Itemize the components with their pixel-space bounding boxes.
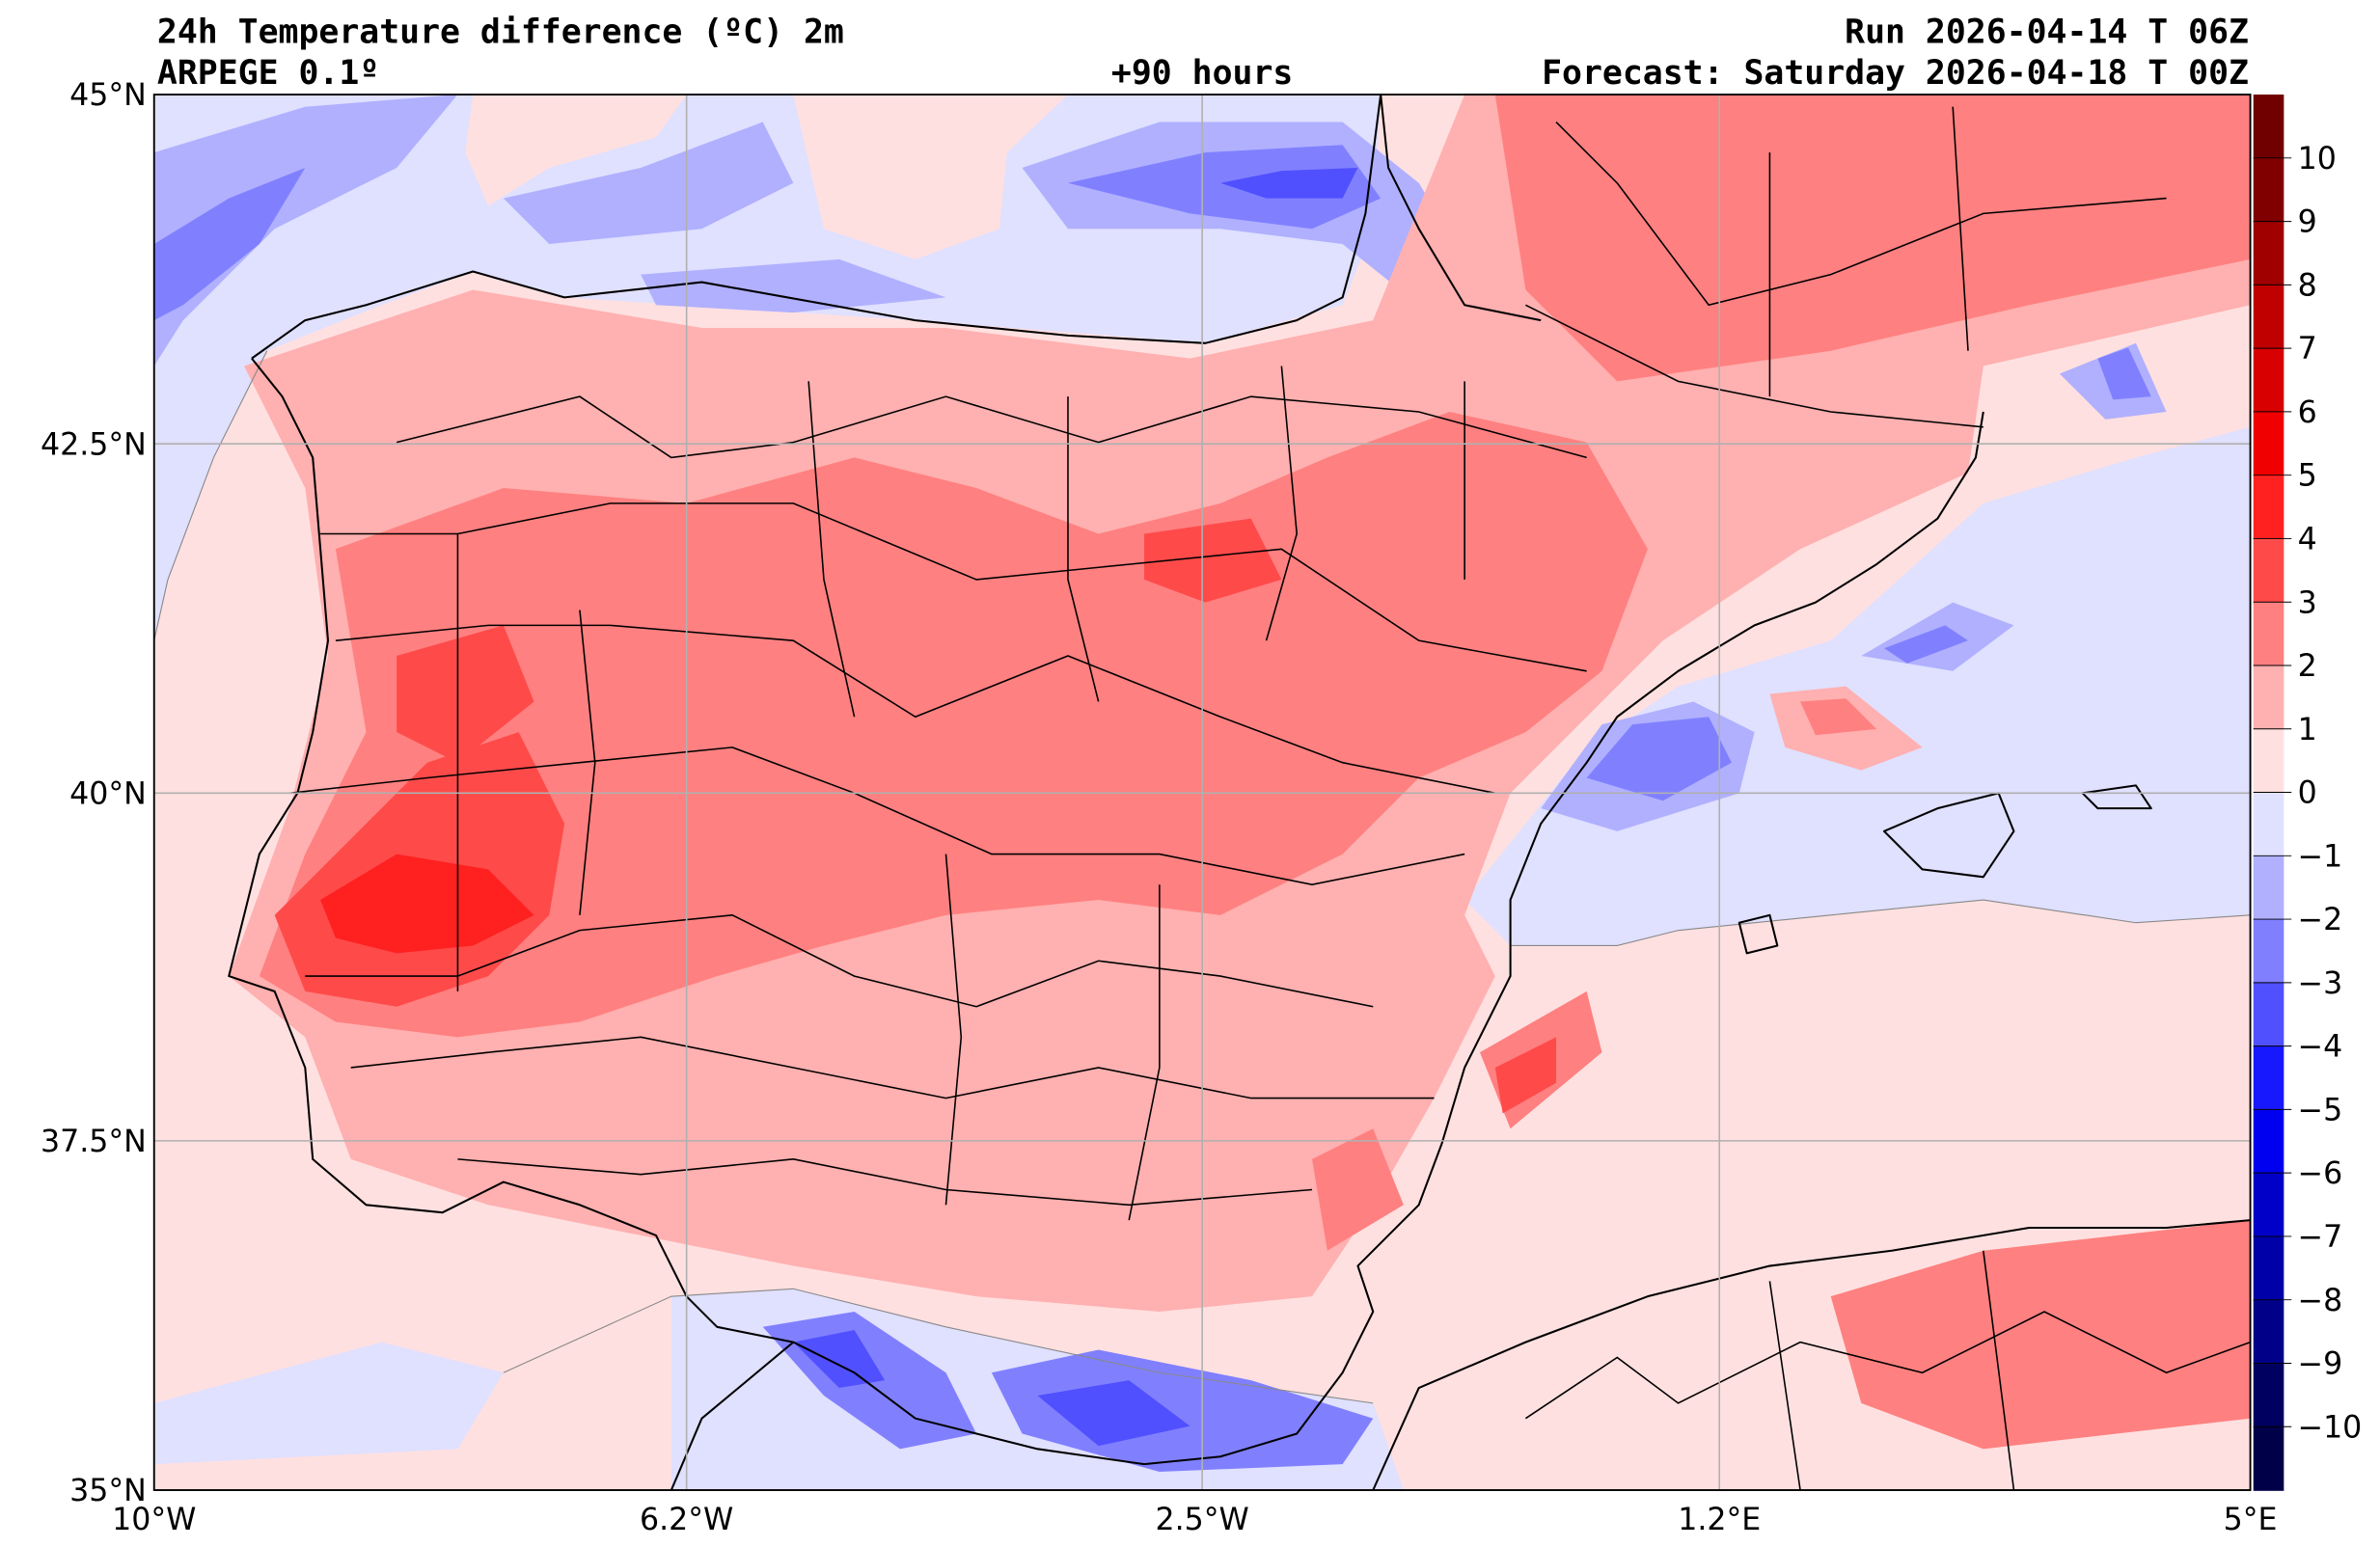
colorbar-swatch bbox=[2253, 221, 2284, 286]
colorbar-swatch bbox=[2253, 1045, 2284, 1111]
biscay-cold-center bbox=[1220, 167, 1358, 199]
colorbar-label: −9 bbox=[2298, 1347, 2343, 1382]
colorbar-swatch bbox=[2253, 919, 2284, 984]
colorbar-label: 7 bbox=[2298, 332, 2317, 366]
colorbar-label: 6 bbox=[2298, 395, 2317, 430]
colorbar-swatch bbox=[2253, 728, 2284, 794]
north-africa-coastline bbox=[670, 1219, 2251, 1491]
colorbar-label: 0 bbox=[2298, 776, 2317, 811]
lat-label: 42.5°N bbox=[41, 427, 147, 462]
iberia-coastline bbox=[228, 95, 1984, 1466]
colorbar-swatch bbox=[2253, 411, 2284, 476]
iberia-hot-area bbox=[274, 518, 1557, 1114]
latitude-axis: 45°N 42.5°N 40°N 37.5°N 35°N bbox=[41, 78, 147, 1508]
colorbar-label: −6 bbox=[2298, 1156, 2343, 1191]
colorbar-swatch bbox=[2253, 1235, 2284, 1301]
colorbar-label: −5 bbox=[2298, 1093, 2343, 1127]
alboran-cold-core bbox=[793, 1329, 1190, 1447]
colorbar-swatch bbox=[2253, 982, 2284, 1047]
colorbar-label: −10 bbox=[2298, 1410, 2363, 1445]
colorbar-swatch bbox=[2253, 285, 2284, 349]
map-area bbox=[153, 95, 2251, 1491]
colorbar-label: 5 bbox=[2298, 459, 2317, 494]
run-label: Run 2026-04-14 T 06Z bbox=[1845, 13, 2249, 51]
mallorca-warm-core bbox=[1800, 698, 1877, 736]
valencia-gulf-cold bbox=[1541, 342, 2167, 831]
lat-label: 35°N bbox=[69, 1474, 147, 1508]
colorbar-label: −1 bbox=[2298, 839, 2343, 874]
colorbar-swatch bbox=[2253, 602, 2284, 666]
model-label: ARPEGE 0.1º bbox=[157, 54, 379, 93]
colorbar-swatch bbox=[2253, 95, 2284, 159]
valencia-gulf-cold-core bbox=[1586, 347, 2151, 801]
colorbar-label: 3 bbox=[2298, 585, 2317, 620]
longitude-axis: 10°W 6.2°W 2.5°W 1.2°E 5°E bbox=[112, 1503, 2277, 1537]
lat-label: 45°N bbox=[69, 78, 147, 113]
lon-label: 5°E bbox=[2224, 1503, 2278, 1537]
map-frame bbox=[152, 94, 2252, 1491]
colorbar-label: −4 bbox=[2298, 1030, 2343, 1065]
lon-label: 10°W bbox=[112, 1503, 196, 1537]
colorbar-swatch bbox=[2253, 665, 2284, 730]
colorbar-swatch bbox=[2253, 792, 2284, 857]
gridlines bbox=[153, 95, 2251, 1491]
colorbar-swatch bbox=[2253, 538, 2284, 604]
lat-label: 40°N bbox=[69, 776, 147, 811]
lon-label: 6.2°W bbox=[640, 1503, 733, 1537]
colorbar-label: −2 bbox=[2298, 903, 2343, 937]
colorbar-label: 9 bbox=[2298, 205, 2317, 240]
lon-label: 2.5°W bbox=[1155, 1503, 1248, 1537]
iberia-warmer-area bbox=[259, 95, 2251, 1450]
colorbar-label: −7 bbox=[2298, 1220, 2343, 1255]
colorbar-label: 8 bbox=[2298, 268, 2317, 303]
map-title: 24h Temperature difference (ºC) 2m bbox=[157, 13, 844, 51]
zero-isoline bbox=[153, 350, 2251, 1404]
colorbar-label: 10 bbox=[2298, 142, 2337, 176]
balearic-islands bbox=[1737, 784, 2152, 955]
colorbar-label: 4 bbox=[2298, 523, 2317, 557]
colorbar-swatch bbox=[2253, 1173, 2284, 1237]
colorbar-swatch bbox=[2253, 348, 2284, 413]
forecast-valid-label: Forecast: Saturday 2026-04-18 T 00Z bbox=[1542, 54, 2249, 93]
lat-label: 37.5°N bbox=[41, 1125, 147, 1159]
colorbar-label: 2 bbox=[2298, 649, 2317, 684]
colorbar-swatch bbox=[2253, 1363, 2284, 1428]
colorbar-label: −8 bbox=[2298, 1284, 2343, 1318]
colorbar-swatch bbox=[2253, 1299, 2284, 1365]
biscay-warm-patch bbox=[465, 95, 1068, 259]
biscay-cold-core bbox=[153, 145, 1381, 321]
colorbar-swatch bbox=[2253, 1426, 2284, 1491]
regional-borders bbox=[289, 106, 2251, 1491]
colorbar-swatch bbox=[2253, 1109, 2284, 1174]
colorbar-label: −3 bbox=[2298, 966, 2343, 1001]
lead-time-label: +90 hours bbox=[1111, 54, 1293, 93]
colorbar-label: 1 bbox=[2298, 713, 2317, 747]
colorbar-swatch bbox=[2253, 157, 2284, 223]
colorbar-swatch bbox=[2253, 855, 2284, 920]
biscay-cool-area bbox=[153, 95, 1381, 641]
iberia-hottest-area bbox=[320, 854, 534, 954]
lon-label: 1.2°E bbox=[1678, 1503, 1761, 1537]
colorbar-swatch bbox=[2253, 475, 2284, 540]
